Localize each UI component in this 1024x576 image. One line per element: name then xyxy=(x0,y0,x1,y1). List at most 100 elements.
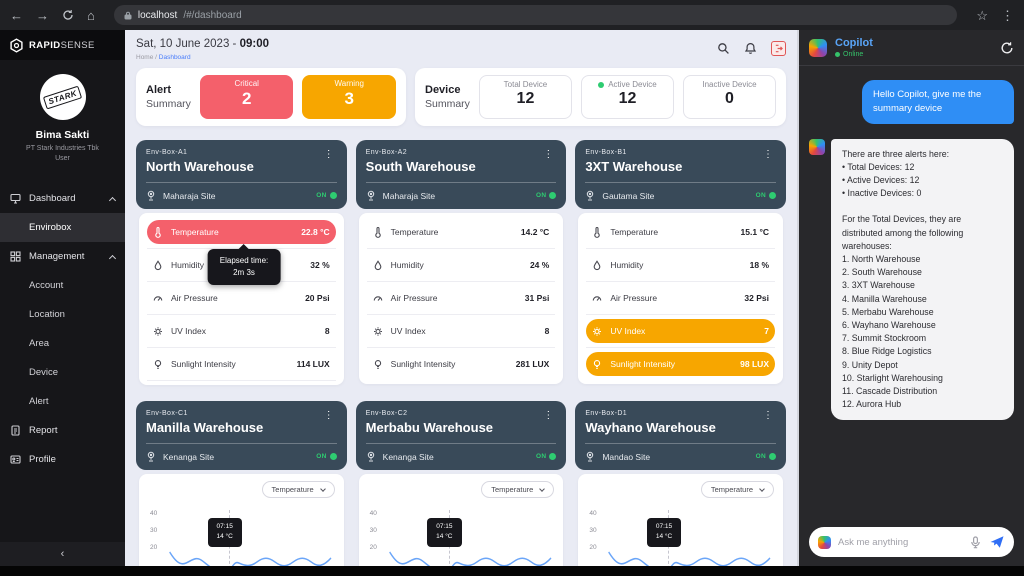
critical-label: Critical xyxy=(234,79,259,88)
sidebar-item-dashboard[interactable]: Dashboard xyxy=(0,184,125,213)
chart-tooltip: 07:15 14 °C xyxy=(207,518,242,547)
sun-icon xyxy=(153,326,163,337)
sensor-row-sunlight: Sunlight Intensity 114 LUX xyxy=(147,352,336,376)
browser-menu-icon[interactable]: ⋮ xyxy=(1001,7,1014,23)
metric-select[interactable]: Temperature xyxy=(261,481,335,498)
power-on-dot xyxy=(549,192,557,199)
power-toggle[interactable]: ON xyxy=(316,192,337,199)
power-toggle[interactable]: ON xyxy=(536,192,557,199)
sensor-row-sunlight[interactable]: Sunlight Intensity 98 LUX xyxy=(586,352,775,376)
sidebar: RAPIDSENSE STARK Bima Sakti PT Stark Ind… xyxy=(0,30,125,566)
power-toggle[interactable]: ON xyxy=(756,453,776,460)
sidebar-item-label: Device xyxy=(29,367,59,378)
total-device-count: 12 xyxy=(516,90,535,107)
microphone-icon[interactable] xyxy=(969,535,982,549)
power-toggle[interactable]: ON xyxy=(536,453,557,460)
back-icon[interactable]: ← xyxy=(10,7,23,23)
refresh-chat-icon[interactable] xyxy=(1000,41,1014,55)
search-icon[interactable] xyxy=(717,42,730,55)
bell-icon[interactable] xyxy=(744,42,757,55)
copilot-logo-icon xyxy=(809,38,827,57)
report-icon xyxy=(10,425,21,436)
chat-area: Hello Copilot, give me the summary devic… xyxy=(799,66,1024,519)
sensor-row-temperature[interactable]: Temperature 22.8 °C xyxy=(147,220,336,244)
warehouse-title: Manilla Warehouse xyxy=(146,420,264,435)
temperature-chart: 40 30 20 07:15 14 °C xyxy=(587,510,774,566)
copilot-status: Online xyxy=(835,51,873,58)
sidebar-item-device[interactable]: Device xyxy=(0,358,125,387)
device-id: Env-Box-A2 xyxy=(365,149,408,156)
sidebar-item-label: Dashboard xyxy=(29,193,76,204)
warehouse-title: 3XT Warehouse xyxy=(585,159,683,174)
sidebar-item-alert[interactable]: Alert xyxy=(0,387,125,416)
site-icon xyxy=(585,451,595,462)
address-bar[interactable]: localhost /#/dashboard xyxy=(113,5,958,25)
sensor-row-sunlight: Sunlight Intensity 281 LUX xyxy=(367,352,556,376)
active-device-box: Active Device 12 xyxy=(580,75,674,119)
active-device-count: 12 xyxy=(618,90,637,107)
kebab-menu-icon[interactable]: ⋮ xyxy=(323,410,334,421)
sensor-row-air-pressure: Air Pressure 31 Psi xyxy=(367,286,556,310)
kebab-menu-icon[interactable]: ⋮ xyxy=(543,149,554,160)
user-block: STARK Bima Sakti PT Stark Industries Tbk… xyxy=(0,60,125,162)
sidebar-item-area[interactable]: Area xyxy=(0,329,125,358)
summary-row: Alert Summary Critical 2 Warning 3 Device… xyxy=(136,68,786,126)
sidebar-item-report[interactable]: Report xyxy=(0,416,125,445)
kebab-menu-icon[interactable]: ⋮ xyxy=(763,149,773,160)
thermometer-icon xyxy=(153,226,163,238)
monitor-icon xyxy=(10,193,21,204)
sidebar-item-envirobox[interactable]: Envirobox xyxy=(0,213,125,242)
forward-icon[interactable]: → xyxy=(36,7,49,23)
sidebar-item-label: Envirobox xyxy=(29,222,72,233)
logo-text: RAPIDSENSE xyxy=(29,39,95,51)
device-id: Env-Box-D1 xyxy=(585,410,628,417)
breadcrumb-current[interactable]: Dashboard xyxy=(158,54,191,61)
site-icon xyxy=(366,451,376,462)
site-icon xyxy=(366,190,376,201)
droplet-icon xyxy=(592,259,602,271)
kebab-menu-icon[interactable]: ⋮ xyxy=(323,149,334,160)
inactive-device-box: Inactive Device 0 xyxy=(682,75,776,119)
copilot-input-icon xyxy=(818,535,831,549)
chevron-up-icon xyxy=(108,196,117,204)
droplet-icon xyxy=(373,259,383,271)
rapidsense-logo-icon xyxy=(9,37,24,53)
breadcrumb: Home / Dashboard xyxy=(136,54,191,61)
site-icon xyxy=(585,190,595,201)
power-toggle[interactable]: ON xyxy=(756,192,776,199)
sidebar-item-location[interactable]: Location xyxy=(0,300,125,329)
metric-select[interactable]: Temperature xyxy=(700,481,774,498)
logout-icon[interactable] xyxy=(771,41,786,56)
user-message-bubble: Hello Copilot, give me the summary devic… xyxy=(862,80,1014,124)
device-summary-title: Device Summary xyxy=(425,83,470,110)
warehouse-card-manilla: Env-Box-C1 Manilla Warehouse ⋮ Kenanga S… xyxy=(136,401,347,566)
device-id: Env-Box-C1 xyxy=(146,410,188,417)
refresh-icon[interactable] xyxy=(62,9,74,21)
alert-summary-title: Alert Summary xyxy=(146,83,191,110)
sidebar-item-account[interactable]: Account xyxy=(0,271,125,300)
sidebar-item-management[interactable]: Management xyxy=(0,242,125,271)
home-icon[interactable]: ⌂ xyxy=(87,7,95,23)
sensor-row-air-pressure: Air Pressure 32 Psi xyxy=(586,286,775,310)
sidebar-item-label: Report xyxy=(29,425,58,436)
site-icon xyxy=(146,190,156,201)
metric-select[interactable]: Temperature xyxy=(481,481,555,498)
site-name: Kenanga Site xyxy=(163,451,215,462)
chat-input[interactable] xyxy=(838,536,962,548)
kebab-menu-icon[interactable]: ⋮ xyxy=(543,410,554,421)
avatar: STARK xyxy=(39,74,86,120)
breadcrumb-home[interactable]: Home xyxy=(136,54,154,61)
sidebar-collapse-button[interactable]: ‹ xyxy=(0,542,125,566)
chart-tooltip: 07:15 14 °C xyxy=(427,518,462,547)
sensor-row-temperature: Temperature 15.1 °C xyxy=(586,220,775,244)
temperature-chart: 40 30 20 07:15 14 °C xyxy=(148,510,335,566)
power-toggle[interactable]: ON xyxy=(316,453,337,460)
kebab-menu-icon[interactable]: ⋮ xyxy=(763,410,773,421)
send-icon[interactable] xyxy=(989,534,1005,550)
sidebar-item-label: Location xyxy=(29,309,65,320)
warehouse-card-south: Env-Box-A2 South Warehouse ⋮ Maharaja Si… xyxy=(355,140,567,385)
sensor-row-uv-index[interactable]: UV Index 7 xyxy=(586,319,775,343)
site-icon xyxy=(146,451,156,462)
bookmark-star-icon[interactable]: ☆ xyxy=(976,7,988,23)
sidebar-item-profile[interactable]: Profile xyxy=(0,445,125,474)
